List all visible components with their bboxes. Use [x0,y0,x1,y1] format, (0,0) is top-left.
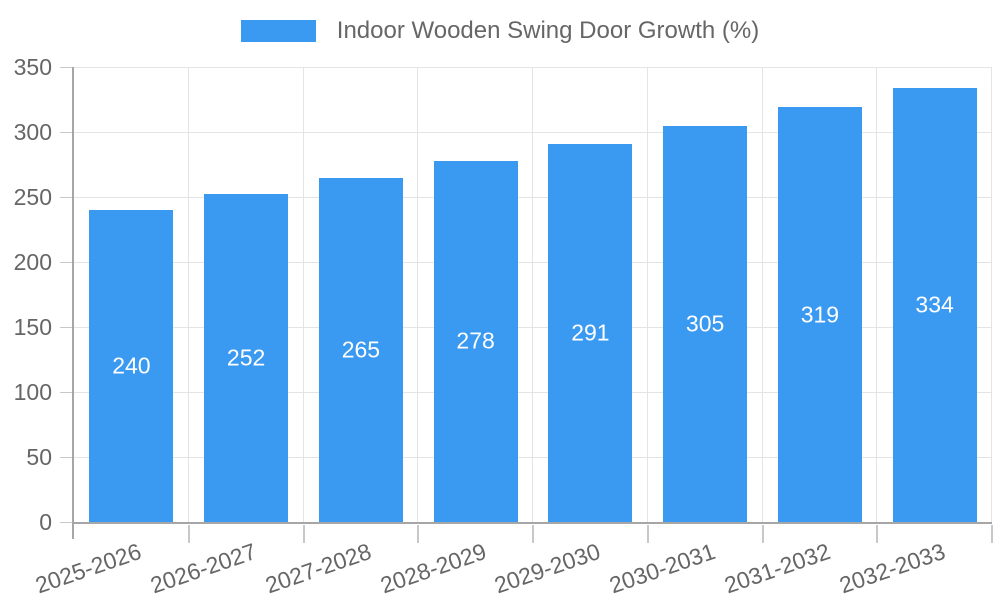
bar-value-label: 319 [800,301,840,328]
x-tick [646,525,649,543]
v-gridline [417,67,419,522]
bar-value-label: 305 [685,310,725,337]
y-axis-label: 100 [13,379,52,405]
bar: 265 [318,177,403,522]
x-tick [876,525,879,543]
y-tick [60,197,72,198]
y-axis-label: 150 [13,314,52,340]
v-gridline [646,67,648,522]
y-axis-label: 0 [39,509,52,535]
h-gridline [74,67,992,68]
bar-value-label: 240 [112,352,151,379]
y-tick [60,327,72,328]
bar-value-label: 278 [456,327,495,354]
y-tick [60,522,72,523]
v-gridline [532,67,533,522]
bar: 319 [777,107,862,522]
x-axis-label: 2030-2031 [606,538,719,599]
y-axis-label: 300 [13,119,52,145]
legend-label: Indoor Wooden Swing Door Growth (%) [336,17,760,44]
v-gridline [761,67,763,522]
x-axis-label: 2028-2029 [376,538,490,599]
x-tick [991,525,993,543]
h-gridline [74,132,992,133]
x-tick [532,525,534,543]
bar-value-label: 252 [226,344,266,371]
v-gridline [991,67,992,522]
h-gridline [74,197,992,198]
bar-value-label: 291 [571,319,610,346]
legend-swatch-icon [240,20,316,42]
plot-area: 240 252 265 278 291 305 319 334 [60,67,993,543]
bar: 278 [433,160,518,522]
x-axis-line [72,522,992,524]
x-tick [187,525,190,543]
h-gridline [74,457,992,458]
x-axis-label: 2027-2028 [261,538,375,599]
v-gridline [876,67,878,522]
y-axis-label: 50 [26,444,52,470]
legend-item[interactable]: Indoor Wooden Swing Door Growth (%) [240,17,760,45]
y-axis-label: 350 [13,54,52,80]
x-tick [761,525,764,543]
x-axis-label: 2029-2030 [491,538,604,599]
v-gridline [302,67,304,522]
y-tick [60,457,72,458]
bar-value-label: 334 [915,291,954,318]
bar: 252 [204,194,289,522]
bar: 240 [89,210,174,522]
bar: 305 [663,125,748,522]
bar-value-label: 265 [341,336,381,363]
x-axis-label: 2032-2033 [835,538,949,599]
y-axis-label: 200 [13,249,52,275]
y-tick [60,262,72,263]
x-axis-label: 2025-2026 [32,538,145,599]
x-tick [302,525,305,543]
h-gridline [74,262,992,263]
bar: 291 [548,143,633,522]
h-gridline [74,392,992,393]
h-gridline [74,327,992,328]
y-tick [60,132,72,133]
y-tick [60,67,72,68]
y-axis-line [72,67,74,539]
y-axis-label: 250 [13,184,52,210]
x-axis-label: 2026-2027 [147,538,260,599]
y-tick [60,392,72,393]
bar: 334 [892,87,977,522]
legend: Indoor Wooden Swing Door Growth (%) [0,17,1000,45]
x-axis-label: 2031-2032 [720,538,834,599]
v-gridline [187,67,189,522]
x-tick [417,525,420,543]
